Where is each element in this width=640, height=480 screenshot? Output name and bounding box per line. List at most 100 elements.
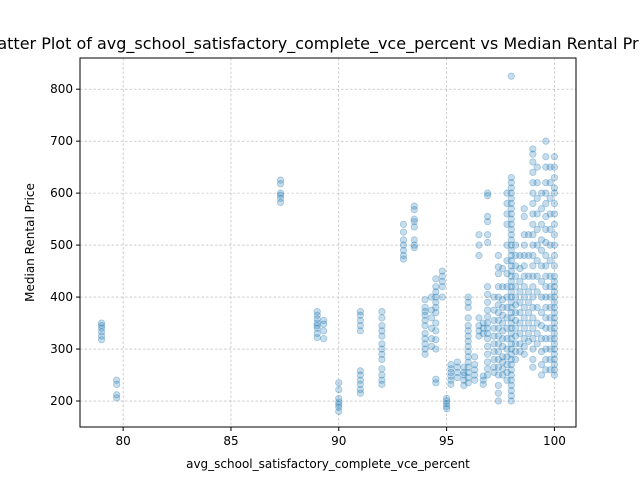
scatter-point xyxy=(507,251,515,260)
scatter-point xyxy=(503,335,511,343)
scatter-point xyxy=(524,319,533,327)
scatter-point xyxy=(410,244,418,252)
scatter-point xyxy=(507,381,515,390)
scatter-point xyxy=(335,394,343,403)
scatter-point xyxy=(550,309,559,317)
scatter-point xyxy=(507,376,515,384)
scatter-point xyxy=(520,303,528,312)
scatter-point xyxy=(475,332,483,340)
scatter-point xyxy=(483,335,492,343)
scatter-point xyxy=(503,257,511,265)
scatter-point xyxy=(447,368,455,377)
scatter-point xyxy=(494,283,502,291)
scatter-point xyxy=(471,376,479,384)
scatter-point xyxy=(432,303,440,312)
scatter-point xyxy=(490,316,498,325)
scatter-point xyxy=(494,397,502,405)
y-tick-label: 800 xyxy=(50,82,73,96)
scatter-point xyxy=(524,309,533,317)
scatter-point xyxy=(529,150,537,158)
scatter-point xyxy=(550,366,559,374)
scatter-point xyxy=(550,324,559,332)
scatter-point xyxy=(524,288,533,296)
scatter-point xyxy=(421,303,429,312)
scatter-point xyxy=(97,324,106,332)
scatter-point xyxy=(503,314,511,322)
scatter-point xyxy=(542,293,550,301)
scatter-point xyxy=(537,322,546,330)
scatter-point xyxy=(512,355,520,364)
x-tick-label: 85 xyxy=(223,434,238,448)
scatter-point xyxy=(503,345,511,353)
scatter-point xyxy=(494,293,502,301)
scatter-point xyxy=(475,327,483,335)
scatter-point xyxy=(313,315,321,323)
scatter-point xyxy=(97,322,106,330)
scatter-point xyxy=(512,272,520,280)
scatter-point xyxy=(443,394,451,403)
scatter-point xyxy=(537,246,546,254)
scatter-point xyxy=(507,199,515,208)
scatter-point xyxy=(443,402,451,410)
scatter-point xyxy=(483,371,492,379)
scatter-point xyxy=(507,371,515,379)
scatter-point xyxy=(546,241,554,249)
scatter-point xyxy=(464,348,472,356)
scatter-point xyxy=(494,348,502,356)
scatter-point xyxy=(464,358,472,366)
scatter-point xyxy=(546,194,554,202)
scatter-point xyxy=(542,189,550,197)
scatter-point xyxy=(512,241,520,249)
scatter-point xyxy=(410,241,418,249)
scatter-point xyxy=(503,368,511,377)
scatter-point xyxy=(550,345,559,353)
scatter-point xyxy=(524,231,533,239)
scatter-point xyxy=(483,319,492,327)
x-tick-label: 100 xyxy=(543,434,566,448)
scatter-point xyxy=(432,309,440,317)
scatter-point xyxy=(432,319,440,327)
scatter-point xyxy=(490,324,498,332)
scatter-point xyxy=(335,403,343,411)
scatter-point xyxy=(494,301,502,309)
scatter-point xyxy=(494,381,502,390)
scatter-point xyxy=(516,309,524,317)
scatter-point xyxy=(356,385,364,394)
scatter-point xyxy=(399,228,408,236)
scatter-point xyxy=(499,353,507,361)
scatter-point xyxy=(335,398,343,406)
scatter-point xyxy=(507,194,515,202)
scatter-point xyxy=(335,401,343,409)
scatter-point xyxy=(507,355,515,364)
y-axis-label: Median Rental Price xyxy=(23,183,37,302)
scatter-point xyxy=(529,324,537,332)
scatter-point xyxy=(313,322,321,330)
scatter-point xyxy=(550,199,559,208)
scatter-point xyxy=(499,283,507,291)
scatter-point xyxy=(453,363,461,371)
scatter-point xyxy=(479,319,487,327)
scatter-point xyxy=(378,340,386,348)
scatter-point xyxy=(550,277,559,286)
scatter-point xyxy=(483,218,492,226)
scatter-point xyxy=(533,194,541,202)
scatter-point xyxy=(464,314,472,322)
scatter-point xyxy=(494,363,502,371)
scatter-point xyxy=(542,225,550,234)
scatter-point xyxy=(507,329,515,338)
scatter-point xyxy=(427,293,436,301)
scatter-point xyxy=(410,223,418,231)
data-points xyxy=(97,72,559,416)
scatter-point xyxy=(516,264,524,273)
scatter-point xyxy=(490,363,498,371)
scatter-point xyxy=(503,241,511,249)
scatter-point xyxy=(507,246,515,254)
scatter-point xyxy=(542,314,550,322)
scatter-point xyxy=(113,380,121,388)
scatter-point xyxy=(550,371,559,379)
scatter-point xyxy=(447,361,455,369)
scatter-point xyxy=(550,231,559,239)
scatter-point xyxy=(399,220,408,228)
scatter-point xyxy=(550,184,559,192)
